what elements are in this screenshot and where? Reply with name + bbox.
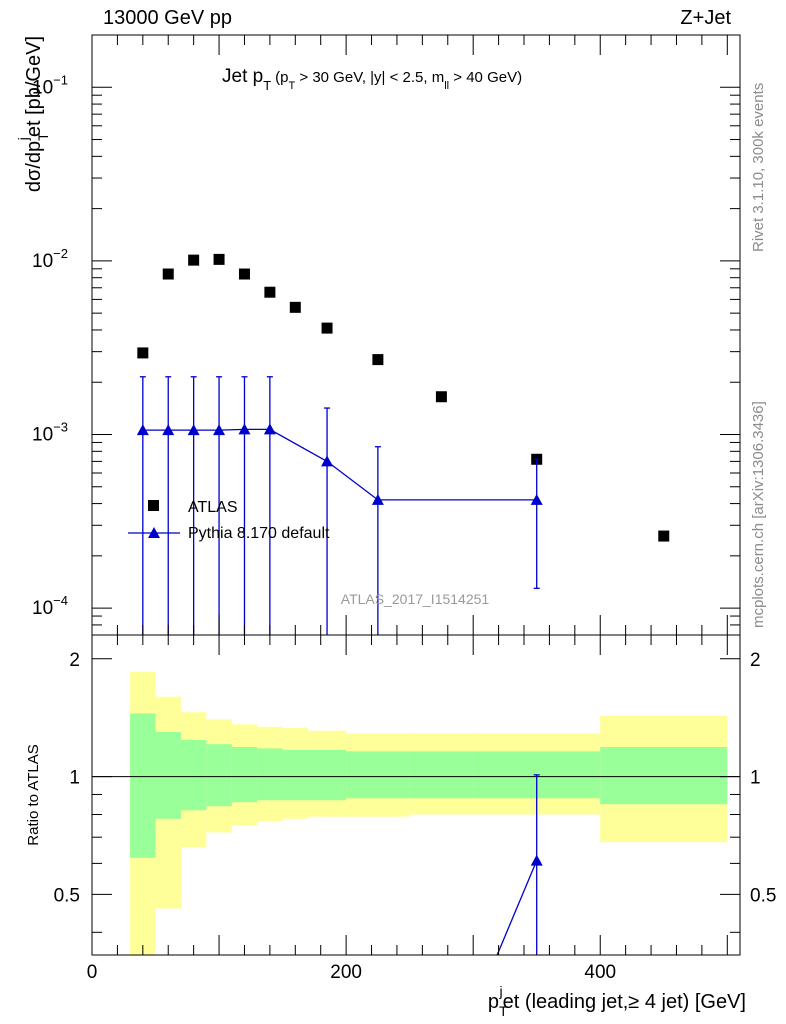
ratio-pythia-point — [530, 854, 543, 866]
main-ytick-label: 10−4 — [32, 593, 68, 619]
pythia-data-point — [213, 424, 226, 436]
ratio-y-axis-label: Ratio to ATLAS — [25, 744, 42, 845]
pythia-data-point — [238, 423, 251, 435]
ytick-exp: −4 — [53, 593, 68, 608]
title-main-sub: T — [263, 78, 271, 93]
ratio-tick-label: 2 — [69, 650, 80, 671]
legend-pythia-marker — [148, 527, 160, 538]
pythia-data-point — [530, 493, 543, 505]
header-right: Z+Jet — [680, 7, 731, 29]
title-cut-sub2: ll — [444, 80, 449, 92]
ratio-tick-label-right: 2 — [750, 650, 761, 671]
legend-atlas-marker — [148, 500, 159, 511]
main-ytick-label: 10−3 — [32, 419, 68, 445]
atlas-data-point — [372, 354, 384, 366]
ratio-band-inner — [231, 747, 258, 803]
pythia-data-point — [162, 424, 175, 436]
ytick-exp: −1 — [53, 72, 68, 87]
pythia-data-point — [371, 493, 384, 505]
pythia-data-point — [187, 424, 200, 436]
xlabel-a: p — [488, 991, 499, 1013]
ratio-band-inner — [155, 731, 181, 819]
y-axis-label: dσ/dpTjet [pb/GeV] — [15, 36, 51, 192]
pythia-data-point — [263, 423, 276, 435]
ratio-band-inner — [600, 747, 728, 805]
main-ytick-label: 10−1 — [32, 72, 68, 98]
atlas-data-point — [435, 391, 447, 403]
title-cut-mid: > 30 GeV, |y| < 2.5, m — [295, 69, 444, 86]
rivet-label: Rivet 3.1.10, 300k events — [750, 83, 767, 252]
ylabel-sub: T — [35, 132, 51, 141]
ratio-band-inner — [308, 749, 347, 801]
ytick-base: 10 — [32, 424, 53, 445]
ytick-base: 10 — [32, 598, 53, 619]
ratio-band-inner — [180, 740, 207, 811]
mcplots-label: mcplots.cern.ch [arXiv:1306.3436] — [750, 401, 767, 628]
legend-atlas-label: ATLAS — [188, 499, 238, 516]
ytick-exp: −2 — [53, 246, 68, 261]
ratio-band-inner — [409, 751, 474, 799]
chart-title: Jet pT (pT > 30 GeV, |y| < 2.5, mll > 40 … — [222, 66, 522, 93]
x-tick-label: 400 — [584, 962, 616, 983]
ytick-base: 10 — [32, 251, 53, 272]
watermark: ATLAS_2017_I1514251 — [341, 591, 490, 607]
pythia-line — [142, 428, 537, 501]
atlas-data-point — [321, 322, 333, 334]
pythia-data-point — [136, 424, 149, 436]
xlabel-sup: j — [499, 983, 503, 999]
atlas-data-point — [162, 268, 174, 280]
atlas-data-point — [213, 253, 225, 265]
ratio-tick-label-right: 0.5 — [750, 885, 776, 906]
ratio-band-inner — [130, 713, 156, 858]
pythia-data-point — [321, 455, 334, 467]
ratio-tick-label: 0.5 — [54, 885, 80, 906]
title-cut-close: > 40 GeV) — [449, 69, 522, 86]
ratio-band-inner — [346, 751, 410, 799]
atlas-data-point — [238, 268, 250, 280]
legend-pythia-label: Pythia 8.170 default — [188, 525, 330, 542]
ratio-tick-label-right: 1 — [750, 768, 761, 789]
ratio-band-inner — [257, 748, 283, 801]
ratio-plot: 0.5 0.5 1 1 2 2 — [54, 634, 776, 956]
atlas-data-point — [264, 286, 276, 298]
ylabel-b: et [pb/GeV] — [23, 36, 45, 137]
atlas-data-point — [137, 347, 149, 359]
ratio-band-inner — [282, 749, 308, 801]
ratio-plot-frame — [91, 634, 741, 956]
atlas-data-point — [658, 530, 670, 542]
main-plot-frame — [91, 34, 741, 636]
title-cut-sub: T — [289, 80, 296, 92]
ylabel-sup: j — [15, 137, 31, 141]
ytick-base: 10 — [32, 77, 53, 98]
xlabel-sub: T — [499, 1003, 508, 1019]
ratio-pythia-line — [496, 860, 538, 956]
atlas-data-point — [289, 301, 301, 313]
ratio-tick-label: 1 — [69, 768, 80, 789]
title-cut-open: (p — [275, 69, 288, 86]
xlabel-b: et (leading jet,≥ 4 jet) [GeV] — [503, 991, 746, 1013]
legend: ATLAS Pythia 8.170 default — [128, 499, 330, 542]
header-left: 13000 GeV pp — [103, 7, 232, 29]
atlas-data-point — [188, 254, 200, 266]
ylabel-a: dσ/dp — [23, 141, 45, 192]
ytick-exp: −3 — [53, 419, 68, 434]
main-ytick-label: 10−2 — [32, 246, 68, 272]
title-main: Jet p — [222, 66, 263, 87]
main-plot: 10−410−310−210−1 ATLAS_2017_I1514251 — [32, 34, 741, 636]
ratio-band-inner — [206, 744, 232, 807]
x-axis-label: pTjet (leading jet,≥ 4 jet) [GeV] — [488, 983, 746, 1019]
x-tick-label: 200 — [330, 962, 362, 983]
x-tick-label: 0 — [87, 962, 98, 983]
